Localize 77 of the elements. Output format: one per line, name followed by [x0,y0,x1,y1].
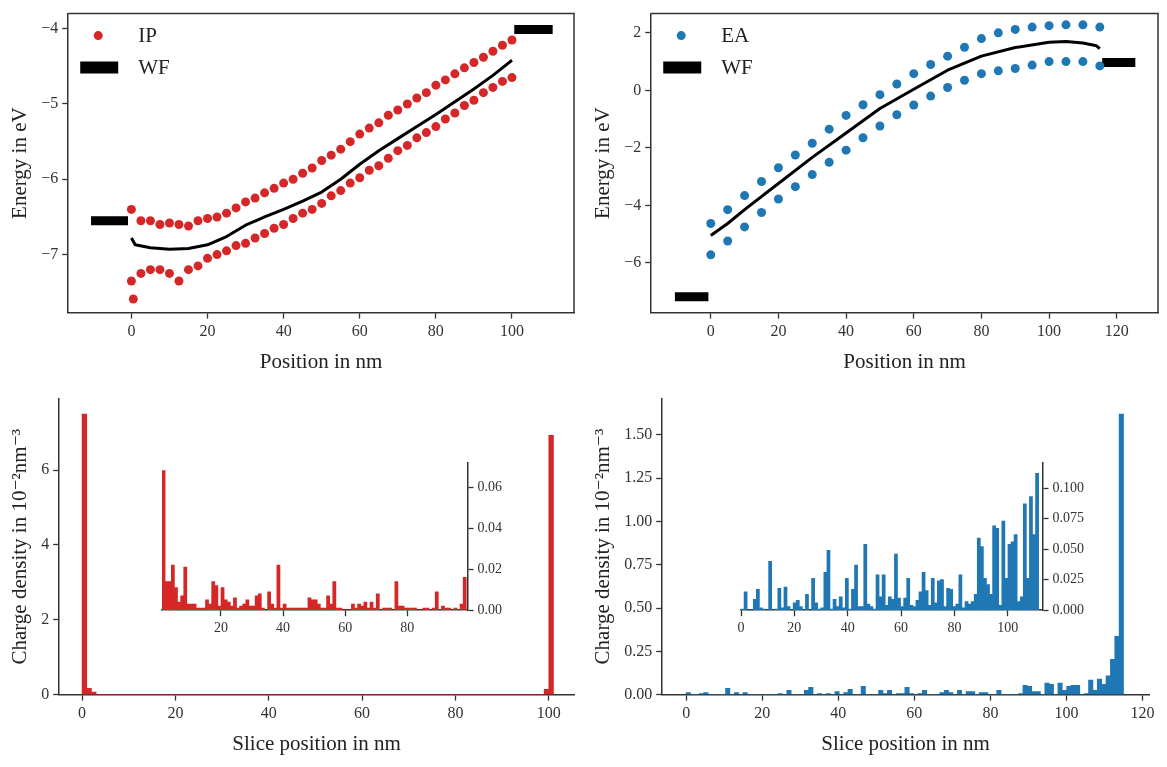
x-tick-label: 20 [787,620,802,636]
x-tick-label: 40 [276,620,291,636]
x-tick-label: 60 [905,322,922,340]
y-tick-label: 6 [41,460,50,478]
y-tick-label: 1.50 [624,425,653,443]
x-tick-label: 0 [737,620,745,636]
y-tick-label: −7 [41,244,59,262]
y2-tick-label: 0.04 [477,519,502,535]
x-tick-label: 20 [754,704,771,722]
y-tick-label: 1.25 [624,468,653,486]
x-tick-label: 40 [275,322,292,340]
x-tick-label: 80 [447,704,464,722]
x-tick-label: 20 [770,322,787,340]
y-tick-label: 1.00 [624,511,653,529]
x-tick-label: 40 [838,322,855,340]
y2-tick-label: 0.050 [1052,540,1084,556]
x-tick-label: 80 [973,322,990,340]
y-tick-label: 4 [41,535,50,553]
x-tick-label: 0 [127,322,136,340]
legend-label: WF [138,55,170,80]
y-tick-label: 0 [633,80,642,98]
y-axis-title: Energy in eV [590,107,615,219]
x-tick-label: 40 [840,620,855,636]
y2-tick-label: 0.075 [1052,510,1084,526]
x-axis-title: Position in nm [259,348,383,373]
y-tick-label: −4 [41,18,59,36]
y-tick-label: 0.75 [624,554,653,572]
y-tick-label: −6 [624,253,642,271]
x-axis-title: Slice position in nm [821,730,990,755]
y2-tick-label: 0.00 [477,601,502,617]
y-axis-title: Charge density in 10⁻²nm⁻³ [7,429,32,665]
x-tick-label: 60 [351,322,368,340]
x-tick-label: 0 [706,322,715,340]
legend-label: WF [721,55,753,80]
x-tick-label: 100 [997,620,1019,636]
x-tick-label: 20 [167,704,184,722]
x-tick-label: 60 [354,704,371,722]
y2-tick-label: 0.06 [477,478,502,494]
y-tick-label: 0.00 [624,684,653,702]
x-tick-label: 60 [906,704,923,722]
x-tick-label: 80 [427,322,444,340]
y2-tick-label: 0.000 [1052,601,1084,617]
x-tick-label: 120 [1130,704,1155,722]
y2-tick-label: 0.02 [477,560,502,576]
x-tick-label: 80 [947,620,962,636]
x-tick-label: 100 [1054,704,1079,722]
x-tick-label: 120 [1104,322,1129,340]
y-tick-label: −4 [624,195,642,213]
x-tick-label: 100 [536,704,561,722]
x-tick-label: 80 [982,704,999,722]
x-tick-label: 60 [338,620,353,636]
legend-label: EA [721,23,751,48]
legend-label: IP [138,23,157,48]
x-axis-title: Slice position in nm [232,730,401,755]
x-tick-label: 80 [400,620,415,636]
x-tick-label: 100 [499,322,524,340]
x-tick-label: 20 [199,322,216,340]
y-tick-label: −6 [41,169,59,187]
y-tick-label: 0.25 [624,641,653,659]
y-tick-label: 2 [41,609,50,627]
x-tick-label: 100 [1037,322,1062,340]
y-tick-label: 0 [41,684,50,702]
y-tick-label: −2 [624,138,642,156]
x-tick-label: 40 [260,704,277,722]
x-tick-label: 0 [682,704,691,722]
y-tick-label: −5 [41,94,59,112]
y-tick-label: 2 [633,23,642,41]
y2-tick-label: 0.025 [1052,571,1084,587]
y-axis-title: Charge density in 10⁻²nm⁻³ [590,428,615,665]
x-tick-label: 40 [830,704,847,722]
x-tick-label: 60 [894,620,909,636]
y-tick-label: 0.50 [624,598,653,616]
x-tick-label: 0 [78,704,87,722]
y2-tick-label: 0.100 [1052,479,1084,495]
x-tick-label: 20 [213,620,228,636]
x-axis-title: Position in nm [843,348,966,373]
y-axis-title: Energy in eV [7,107,32,219]
